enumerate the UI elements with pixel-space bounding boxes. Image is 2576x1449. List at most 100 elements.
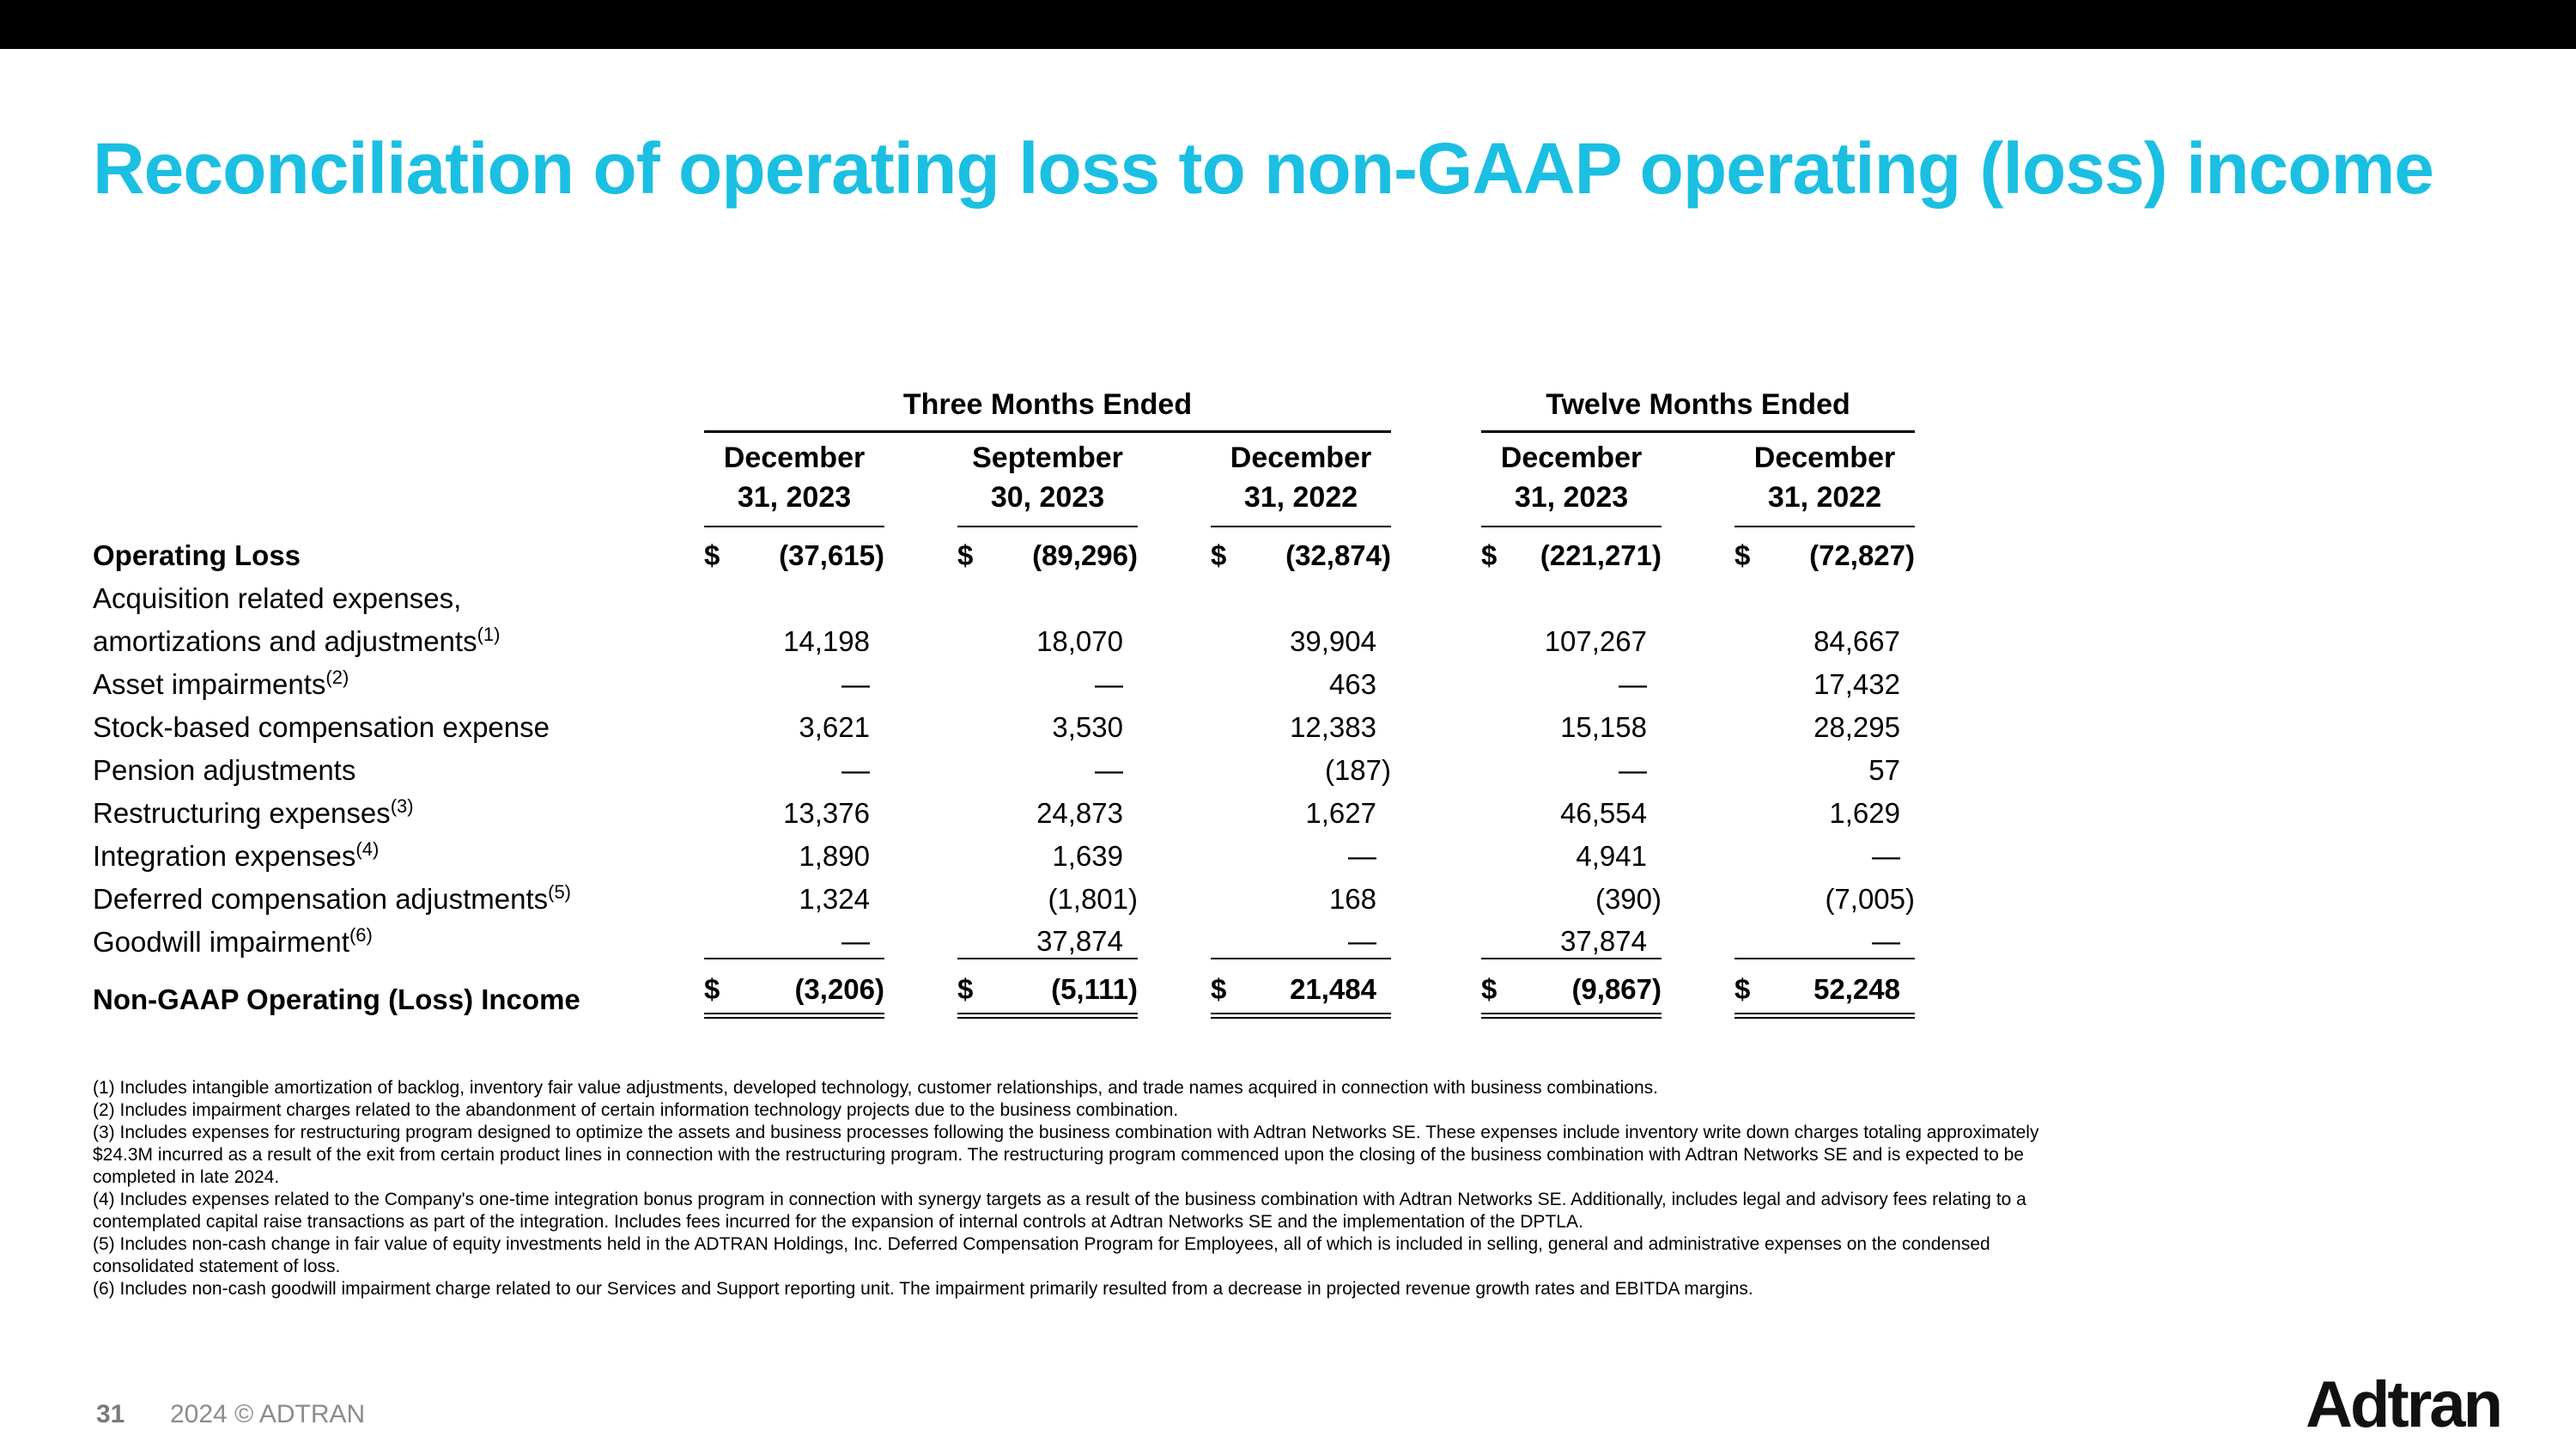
- column-header-line1: September: [972, 441, 1123, 474]
- dollar-sign-cell: $: [1211, 958, 1254, 1019]
- column-header: December 31, 2023: [1481, 431, 1662, 527]
- table-row: Integration expenses(4) 1,890 1,639 — 4,…: [93, 830, 1915, 873]
- footnote: (1) Includes intangible amortization of …: [93, 1078, 1658, 1098]
- amount-cell: 1,639: [1052, 840, 1123, 872]
- row-label: Restructuring expenses(3): [93, 795, 414, 830]
- dollar-sign-cell: $: [1735, 539, 1751, 571]
- dollar-sign-cell: $: [1481, 539, 1498, 571]
- column-header-line2: 31, 2022: [1243, 481, 1358, 514]
- footnote: (4) Includes expenses related to the Com…: [93, 1190, 2026, 1232]
- table-row: amortizations and adjustments(1) 14,198 …: [93, 615, 1915, 658]
- column-header: September 30, 2023: [957, 431, 1138, 527]
- amount-cell: 52,248: [1777, 958, 1915, 1019]
- column-header-line1: December: [723, 441, 866, 474]
- dollar-sign-cell: $: [1481, 958, 1524, 1019]
- amount-cell: (32,874): [1285, 539, 1391, 571]
- dollar-sign-cell: $: [1211, 539, 1227, 571]
- table-row: Operating Loss $ (37,615) $ (89,296) $ (…: [93, 527, 1915, 572]
- amount-cell: (1,801): [1048, 883, 1138, 915]
- amount-cell: (221,271): [1540, 539, 1662, 571]
- dollar-sign-cell: $: [957, 539, 974, 571]
- amount-cell: (390): [1595, 883, 1662, 915]
- spacer: [1138, 432, 1211, 527]
- spacer: [1391, 432, 1481, 527]
- amount-cell: 24,873: [1036, 797, 1123, 829]
- footnote: (5) Includes non-cash change in fair val…: [93, 1234, 1990, 1276]
- column-header-line2: 31, 2023: [737, 481, 852, 514]
- column-header-line1: December: [1230, 441, 1372, 474]
- table-row: Pension adjustments — — (187) — 57: [93, 744, 1915, 787]
- amount-cell: [747, 572, 884, 615]
- column-header-line2: 31, 2023: [1514, 481, 1629, 514]
- row-label: Asset impairments(2): [93, 667, 349, 701]
- amount-cell: 1,627: [1305, 797, 1376, 829]
- amount-cell: [1254, 572, 1391, 615]
- amount-cell: 15,158: [1560, 711, 1647, 743]
- amount-cell: 3,530: [1052, 711, 1123, 743]
- amount-cell: 18,070: [1036, 625, 1123, 657]
- amount-cell: 57: [1868, 754, 1900, 786]
- adtran-logo: Adtran: [2306, 1368, 2503, 1441]
- amount-cell: —: [1095, 754, 1123, 786]
- amount-cell: 14,198: [783, 625, 870, 657]
- table-row: Deferred compensation adjustments(5) 1,3…: [93, 873, 1915, 916]
- row-label: amortizations and adjustments(1): [93, 624, 501, 658]
- column-header: December 31, 2022: [1211, 431, 1391, 527]
- amount-cell: 17,432: [1814, 668, 1900, 700]
- row-label: Non-GAAP Operating (Loss) Income: [93, 983, 580, 1015]
- footnotes-block: (1) Includes intangible amortization of …: [93, 1077, 2042, 1300]
- row-label: Pension adjustments: [93, 754, 356, 786]
- row-label: Deferred compensation adjustments(5): [93, 881, 572, 916]
- amount-cell: 84,667: [1814, 625, 1900, 657]
- footnote: (3) Includes expenses for restructuring …: [93, 1123, 2039, 1187]
- copyright-text: 2024 © ADTRAN: [170, 1400, 366, 1428]
- amount-cell: 168: [1328, 883, 1376, 915]
- amount-cell: [1777, 572, 1915, 615]
- amount-cell: (89,296): [1032, 539, 1138, 571]
- amount-cell: —: [1619, 668, 1647, 700]
- slide-title: Reconciliation of operating loss to non-…: [93, 128, 2434, 209]
- top-black-bar: [0, 0, 2576, 49]
- dollar-sign-cell: $: [704, 539, 720, 571]
- amount-cell: 12,383: [1290, 711, 1376, 743]
- page-number: 31: [96, 1400, 125, 1428]
- amount-cell: (9,867): [1524, 958, 1662, 1019]
- amount-cell: —: [841, 925, 870, 957]
- amount-cell: 4,941: [1576, 840, 1647, 872]
- amount-cell: 3,621: [799, 711, 870, 743]
- dollar-sign-cell: $: [704, 958, 747, 1019]
- column-header-line1: December: [1753, 441, 1896, 474]
- amount-cell: —: [1872, 925, 1900, 957]
- amount-cell: 1,629: [1829, 797, 1900, 829]
- row-label: Goodwill impairment(6): [93, 924, 373, 959]
- footnote: (6) Includes non-cash goodwill impairmen…: [93, 1279, 1753, 1299]
- amount-cell: 1,324: [799, 883, 870, 915]
- column-header: December 31, 2022: [1735, 431, 1915, 527]
- amount-cell: —: [841, 668, 870, 700]
- row-label: Acquisition related expenses,: [93, 582, 462, 614]
- table-row: Stock-based compensation expense 3,621 3…: [93, 701, 1915, 744]
- amount-cell: 1,890: [799, 840, 870, 872]
- amount-cell: (72,827): [1809, 539, 1915, 571]
- amount-cell: —: [1872, 840, 1900, 872]
- amount-cell: (187): [1324, 754, 1391, 786]
- amount-cell: [1524, 572, 1662, 615]
- row-label: Stock-based compensation expense: [93, 711, 550, 743]
- amount-cell: 13,376: [783, 797, 870, 829]
- row-label: Integration expenses(4): [93, 838, 380, 873]
- column-header-line2: 31, 2022: [1767, 481, 1882, 514]
- group-header-three-months: Three Months Ended: [704, 388, 1391, 433]
- amount-cell: 21,484: [1254, 958, 1391, 1019]
- table-row: Asset impairments(2) — — 463 — 17,432: [93, 658, 1915, 701]
- footnote: (2) Includes impairment charges related …: [93, 1100, 1179, 1120]
- table-row: Acquisition related expenses,: [93, 572, 1915, 615]
- table-row: Restructuring expenses(3) 13,376 24,873 …: [93, 787, 1915, 830]
- amount-cell: (5,111): [1000, 958, 1138, 1019]
- group-header-twelve-months: Twelve Months Ended: [1481, 388, 1915, 433]
- dollar-sign-cell: $: [957, 958, 1000, 1019]
- amount-cell: —: [1095, 668, 1123, 700]
- group-header-row: Three Months Ended Twelve Months Ended: [93, 388, 1915, 433]
- amount-cell: —: [1348, 840, 1376, 872]
- column-header: December 31, 2023: [704, 431, 884, 527]
